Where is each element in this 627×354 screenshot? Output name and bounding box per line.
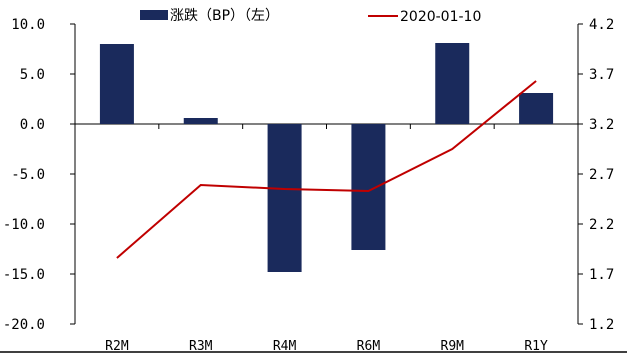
right-tick-label: 4.2 xyxy=(589,17,614,33)
category-label: R3M xyxy=(189,339,213,354)
category-label: R2M xyxy=(105,339,129,354)
bar xyxy=(351,124,386,250)
right-tick-label: 3.2 xyxy=(589,117,614,133)
series-line xyxy=(116,80,537,259)
category-label: R6M xyxy=(357,339,381,354)
bar xyxy=(267,124,302,272)
right-tick-label: 1.7 xyxy=(589,267,614,283)
legend-label-line: 2020-01-10 xyxy=(400,9,481,25)
category-label: R1Y xyxy=(524,339,548,354)
right-tick-label: 2.7 xyxy=(589,167,614,183)
legend-swatch-bar xyxy=(140,10,168,20)
axes: 10.0 5.0 0.0 -5.0 -10.0 -15.0 -20.0 4.2 3.7 3.2 2.… xyxy=(0,17,627,354)
bar xyxy=(99,44,134,124)
left-tick-label: -20.0 xyxy=(3,317,45,333)
category-label: R4M xyxy=(273,339,297,354)
bar xyxy=(183,118,218,124)
left-tick-label: -10.0 xyxy=(3,217,45,233)
legend: 涨跌（BP）（左） 2020-01-10 xyxy=(140,8,481,25)
right-tick-label: 3.7 xyxy=(589,67,614,83)
bar-series xyxy=(99,43,554,272)
right-tick-label: 1.2 xyxy=(589,317,614,333)
right-tick-label: 2.2 xyxy=(589,217,614,233)
bar xyxy=(519,93,554,124)
left-tick-label: 5.0 xyxy=(20,67,45,83)
left-tick-label: -15.0 xyxy=(3,267,45,283)
bar xyxy=(435,43,470,124)
legend-label-bar: 涨跌（BP）（左） xyxy=(170,8,279,24)
left-tick-label: 10.0 xyxy=(11,17,45,33)
line-series xyxy=(116,80,537,259)
left-tick-label: -5.0 xyxy=(11,167,45,183)
left-tick-label: 0.0 xyxy=(20,117,45,133)
category-label: R9M xyxy=(441,339,465,354)
